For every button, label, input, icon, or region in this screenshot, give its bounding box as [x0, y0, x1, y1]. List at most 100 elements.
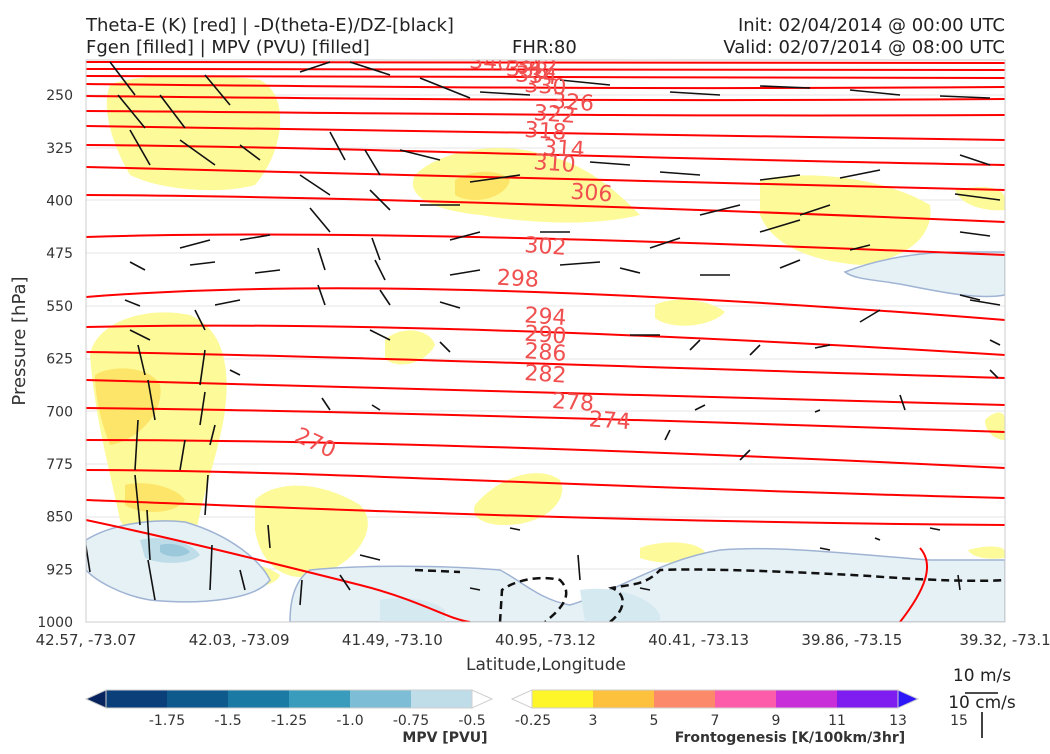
theta-e-label: 302 [524, 233, 568, 261]
theta-e-label: 274 [588, 407, 632, 435]
theta-e-label-text: 326 [551, 89, 595, 117]
theta-e-label-text: 294 [524, 303, 568, 331]
theta-e-label-text: 340 [468, 49, 512, 77]
mpv-fill [86, 251, 1005, 622]
colorbar-segment [167, 690, 229, 708]
colorbar-tick-label: 5 [650, 713, 659, 729]
colorbar-extend-high [897, 689, 920, 709]
y-axis: 250 325 400 475 550 625 700 775 850 925 1000 [37, 88, 73, 631]
theta-e-label: 286 [524, 339, 568, 367]
colorbar-tick-label: 3 [589, 713, 598, 729]
title-left-1: Theta-E (K) [red] | -D(theta-E)/DZ-[blac… [85, 15, 454, 36]
y-tick-label: 325 [46, 141, 73, 157]
colorbar-segment [106, 690, 168, 708]
theta-e-label-text: 330 [524, 73, 568, 101]
stability-contours [414, 568, 1005, 622]
colorbar-tick-label: -1.25 [271, 713, 307, 729]
theta-e-label: 294 [524, 303, 568, 331]
mpv-colorbar: -1.75 -1.5 -1.25 -1.0 -0.75 -0.5 -0.25 [84, 689, 551, 729]
valid-label: Valid: 02/07/2014 @ 08:00 UTC [723, 37, 1005, 58]
theta-e-label: 314 [542, 135, 586, 163]
colorbar-segment [532, 690, 594, 708]
colorbar-tick-label: 11 [828, 713, 846, 729]
y-tick-label: 775 [46, 457, 73, 473]
colorbar-segment [837, 690, 899, 708]
y-tick-label: 250 [46, 88, 73, 104]
theta-e-label: 310 [533, 150, 577, 178]
y-tick-label: 400 [46, 194, 73, 210]
colorbar-tick-label: -0.75 [393, 713, 429, 729]
y-tick-label: 925 [46, 562, 73, 578]
theta-e-label: 338 [505, 60, 549, 85]
x-tick-label: 39.32, -73.1 [959, 631, 1050, 649]
plot-frame [85, 59, 1006, 623]
x-tick-label: 40.95, -73.12 [495, 631, 596, 649]
x-axis-label: Latitude,Longitude [466, 655, 626, 675]
theta-e-label-text: 318 [524, 118, 568, 146]
colorbar-tick-label: 13 [889, 713, 907, 729]
colorbar-tick-label: 7 [711, 713, 720, 729]
colorbar-segment [350, 690, 412, 708]
theta-e-label: 298 [496, 266, 539, 293]
y-tick-label: 475 [46, 246, 73, 262]
colorbar-segment [411, 690, 473, 708]
colorbar-segment [715, 690, 777, 708]
y-axis-label: Pressure [hPa] [9, 276, 30, 405]
wind-legend-horizontal-label: 10 m/s [953, 666, 1011, 686]
theta-e-label-text: 314 [542, 135, 586, 163]
y-tick-label: 700 [46, 404, 73, 420]
theta-e-label-text: 282 [524, 361, 568, 389]
theta-e-label-text: 274 [588, 407, 632, 435]
wind-legend-vertical-label: 10 cm/s [948, 693, 1016, 713]
theta-e-label-text: 310 [533, 150, 577, 178]
x-axis: 42.57, -73.07 42.03, -73.09 41.49, -73.10 4… [36, 631, 1050, 649]
theta-e-label-text: 286 [524, 339, 568, 367]
theta-e-label: 306 [570, 180, 614, 208]
theta-e-label-text: 290 [524, 322, 568, 350]
colorbar-outline [105, 689, 473, 709]
colorbar-tick-label: -1.75 [149, 713, 185, 729]
colorbar-tick-label: 15 [950, 713, 968, 729]
theta-e-label: 318 [524, 118, 568, 146]
theta-e-label: 342 [514, 53, 558, 81]
theta-e-label-text: 278 [551, 389, 595, 417]
theta-e-label-text: 334 [514, 62, 558, 90]
x-tick-label: 42.57, -73.07 [36, 631, 137, 649]
x-tick-label: 40.41, -73.13 [648, 631, 749, 649]
y-tick-label: 625 [46, 352, 73, 368]
colorbar-segment [654, 690, 716, 708]
frontogenesis-fill [90, 75, 1005, 620]
colorbar-tick-label: -1.5 [214, 713, 241, 729]
theta-e-label: 330 [524, 73, 568, 101]
colorbar-segment [289, 690, 351, 708]
theta-e-label: 278 [551, 389, 595, 417]
colorbar-extend-low [84, 689, 107, 709]
mpv-colorbar-label: MPV [PVU] [402, 730, 487, 746]
theta-e-label: 340 [468, 49, 512, 77]
wind-vectors [86, 61, 1001, 606]
fhr-label: FHR:80 [512, 37, 577, 58]
title-left-2: Fgen [filled] | MPV (PVU) [filled] [86, 37, 370, 58]
theta-e-label-text: 302 [524, 233, 568, 261]
theta-e-label: 334 [514, 62, 558, 90]
init-label: Init: 02/04/2014 @ 00:00 UTC [738, 15, 1005, 36]
colorbar-tick-label: -0.5 [458, 713, 485, 729]
colorbar-tick-label: -0.25 [515, 713, 551, 729]
colorbar-tick-label: 9 [772, 713, 781, 729]
colorbar-segment [593, 690, 655, 708]
theta-e-label: 290 [524, 322, 568, 350]
fgen-colorbar-label: Frontogenesis [K/100km/3hr] [675, 730, 905, 746]
theta-e-label-text: 298 [496, 266, 539, 293]
y-tick-label: 850 [46, 510, 73, 526]
colorbar-extend-low [510, 689, 533, 709]
wind-legend: 10 m/s 10 cm/s [948, 666, 1016, 738]
colorbar-extend-high [471, 689, 494, 709]
colorbar-segment [228, 690, 290, 708]
colorbar-tick-label: -1.0 [336, 713, 363, 729]
colorbar-segment [776, 690, 838, 708]
theta-e-label-text: 322 [533, 101, 577, 129]
theta-e-label-text: 342 [514, 53, 558, 81]
y-tick-label: 1000 [37, 615, 73, 631]
